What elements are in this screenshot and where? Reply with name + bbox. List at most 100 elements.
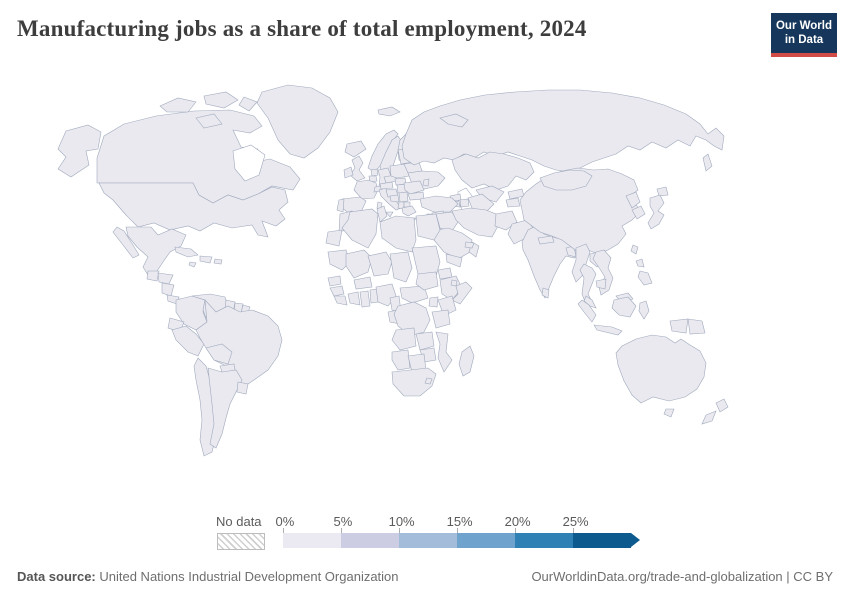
footer-link[interactable]: OurWorldinData.org/trade-and-globalizati…: [531, 569, 833, 584]
legend-gradient-bar[interactable]: [283, 533, 640, 548]
country-japan-hokkaido[interactable]: [656, 186, 669, 197]
country-western-sahara[interactable]: [325, 229, 343, 247]
country-canada-arctic[interactable]: [159, 97, 197, 113]
country-netherlands[interactable]: [370, 168, 379, 177]
country-canada-arctic[interactable]: [238, 96, 258, 112]
country-bolivia[interactable]: [205, 343, 233, 365]
country-namibia[interactable]: [391, 349, 411, 371]
country-nepal[interactable]: [537, 235, 555, 245]
country-canada-arctic[interactable]: [203, 91, 239, 109]
country-norway-svalbard[interactable]: [377, 106, 401, 117]
country-guinea[interactable]: [329, 285, 345, 297]
country-north-korea[interactable]: [625, 191, 641, 209]
country-peru[interactable]: [171, 325, 205, 357]
country-indonesia-papua[interactable]: [669, 318, 689, 334]
country-papua-new-guinea[interactable]: [687, 318, 706, 335]
country-cambodia[interactable]: [595, 278, 607, 290]
country-mozambique[interactable]: [435, 331, 453, 373]
country-malaysia[interactable]: [583, 295, 597, 309]
country-senegal[interactable]: [327, 275, 342, 287]
country-nicaragua[interactable]: [161, 282, 175, 297]
country-mali[interactable]: [345, 249, 373, 279]
country-djibouti[interactable]: [450, 279, 458, 287]
country-azerbaijan[interactable]: [459, 198, 470, 208]
country-uganda[interactable]: [428, 296, 439, 308]
country-madagascar[interactable]: [458, 345, 475, 377]
owid-logo[interactable]: Our World in Data: [771, 13, 837, 57]
country-eswatini[interactable]: [424, 377, 433, 385]
country-austria[interactable]: [379, 181, 394, 190]
country-canada-arctic[interactable]: [195, 113, 223, 129]
legend-swatch-5-10[interactable]: [341, 533, 399, 548]
country-guatemala[interactable]: [146, 270, 160, 282]
country-uruguay[interactable]: [236, 381, 249, 395]
country-poland[interactable]: [389, 163, 410, 179]
legend-swatch-20-25[interactable]: [515, 533, 573, 548]
country-ireland[interactable]: [343, 166, 354, 179]
country-libya[interactable]: [379, 215, 417, 253]
country-chad[interactable]: [389, 251, 413, 283]
legend-swatch-10-15[interactable]: [399, 533, 457, 548]
country-angola[interactable]: [391, 327, 417, 351]
country-tajikistan[interactable]: [505, 197, 521, 208]
country-turkmenistan[interactable]: [467, 193, 495, 213]
country-dr-congo[interactable]: [393, 301, 431, 337]
country-greece[interactable]: [401, 205, 417, 217]
country-mexico-baja[interactable]: [112, 226, 140, 259]
country-egypt[interactable]: [415, 213, 441, 241]
country-iraq[interactable]: [435, 211, 459, 232]
legend-swatch-25plus[interactable]: [573, 533, 631, 548]
country-brazil[interactable]: [195, 299, 283, 389]
country-yemen[interactable]: [445, 253, 463, 268]
country-indonesia-java[interactable]: [593, 324, 623, 336]
country-new-zealand-south[interactable]: [701, 410, 717, 425]
country-portugal[interactable]: [336, 198, 345, 213]
legend-swatch-0-5[interactable]: [283, 533, 341, 548]
country-moldova[interactable]: [422, 178, 430, 187]
country-somalia[interactable]: [451, 281, 473, 305]
country-tunisia[interactable]: [376, 205, 388, 223]
country-india[interactable]: [521, 225, 581, 299]
country-belgium[interactable]: [368, 175, 378, 183]
country-indonesia-sulawesi[interactable]: [638, 300, 650, 320]
country-iran[interactable]: [451, 207, 499, 238]
country-united-states-alaska[interactable]: [57, 124, 102, 178]
country-myanmar[interactable]: [571, 243, 591, 283]
country-russia-sakhalin[interactable]: [702, 153, 713, 172]
country-australia-tasmania[interactable]: [663, 408, 675, 418]
country-serbia[interactable]: [398, 191, 409, 203]
country-indonesia-sumatra[interactable]: [577, 299, 597, 323]
country-russia-novaya-zemlya[interactable]: [439, 113, 469, 128]
country-italy-sicily[interactable]: [385, 211, 394, 218]
country-vietnam[interactable]: [592, 249, 614, 296]
country-algeria[interactable]: [341, 208, 379, 249]
country-indonesia-borneo[interactable]: [611, 296, 637, 318]
country-uae[interactable]: [464, 241, 475, 249]
country-bosnia[interactable]: [389, 194, 400, 203]
country-russia[interactable]: [401, 89, 725, 173]
country-romania[interactable]: [403, 180, 425, 195]
country-honduras[interactable]: [157, 272, 174, 285]
country-north-macedonia[interactable]: [403, 201, 411, 208]
country-france[interactable]: [353, 179, 379, 200]
country-liberia[interactable]: [333, 295, 348, 306]
country-greenland[interactable]: [256, 84, 339, 159]
country-new-zealand-north[interactable]: [715, 398, 729, 413]
country-niger[interactable]: [367, 251, 393, 277]
country-taiwan[interactable]: [630, 244, 639, 255]
no-data-swatch[interactable]: [217, 533, 265, 550]
country-burkina-faso[interactable]: [353, 276, 373, 290]
country-mongolia[interactable]: [539, 169, 593, 191]
country-turkey[interactable]: [419, 195, 459, 213]
country-ivory-coast[interactable]: [347, 291, 361, 306]
country-dominican-republic[interactable]: [199, 255, 213, 264]
country-sudan[interactable]: [411, 245, 441, 277]
country-united-states[interactable]: [98, 182, 289, 238]
country-cuba[interactable]: [174, 246, 199, 258]
country-south-africa[interactable]: [391, 367, 437, 397]
country-kazakhstan[interactable]: [451, 151, 535, 191]
country-mexico[interactable]: [125, 226, 187, 276]
country-japan[interactable]: [647, 194, 665, 230]
country-south-sudan[interactable]: [415, 271, 439, 291]
country-united-kingdom[interactable]: [349, 155, 366, 182]
